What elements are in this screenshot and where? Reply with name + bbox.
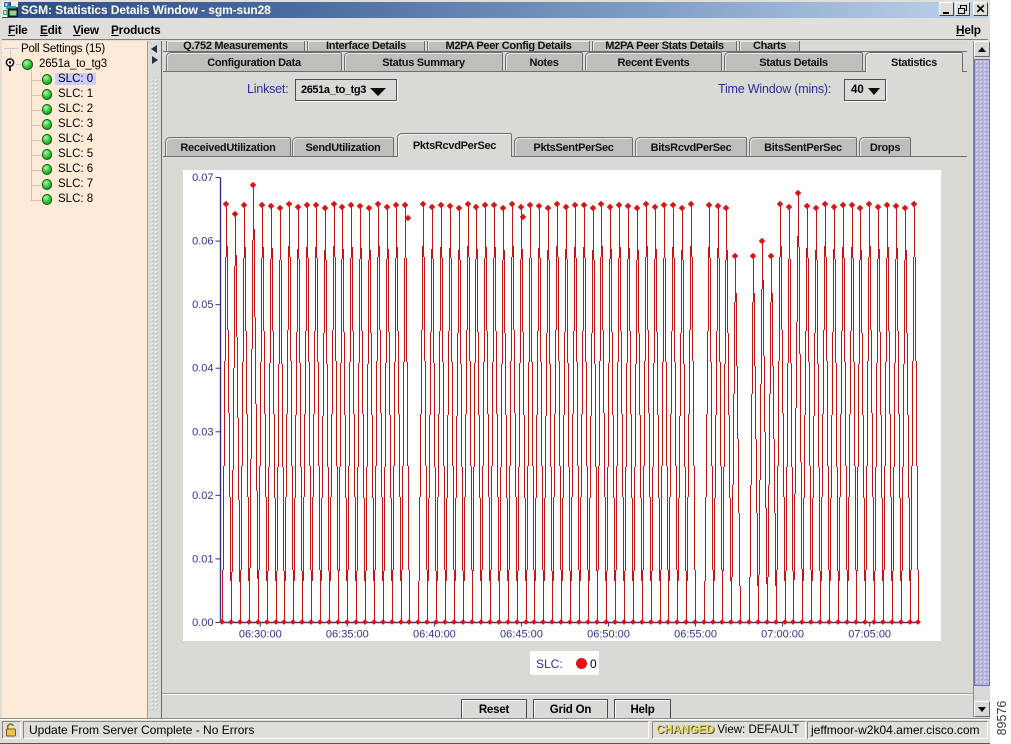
svg-text:06:45:00: 06:45:00: [500, 629, 543, 641]
svg-text:07:05:00: 07:05:00: [848, 629, 891, 641]
svg-text:07:00:00: 07:00:00: [761, 629, 804, 641]
svg-text:0.07: 0.07: [192, 172, 213, 184]
svg-text:0.03: 0.03: [192, 426, 213, 438]
svg-text:0.01: 0.01: [192, 553, 213, 565]
svg-text:0.04: 0.04: [192, 363, 213, 375]
svg-text:0.06: 0.06: [192, 236, 213, 248]
svg-text:0.00: 0.00: [192, 617, 213, 629]
svg-text:06:55:00: 06:55:00: [674, 629, 717, 641]
svg-text:06:40:00: 06:40:00: [413, 629, 456, 641]
svg-text:06:30:00: 06:30:00: [239, 629, 282, 641]
svg-text:0.05: 0.05: [192, 299, 213, 311]
svg-text:06:50:00: 06:50:00: [587, 629, 630, 641]
svg-text:0.02: 0.02: [192, 490, 213, 502]
svg-text:06:35:00: 06:35:00: [326, 629, 369, 641]
